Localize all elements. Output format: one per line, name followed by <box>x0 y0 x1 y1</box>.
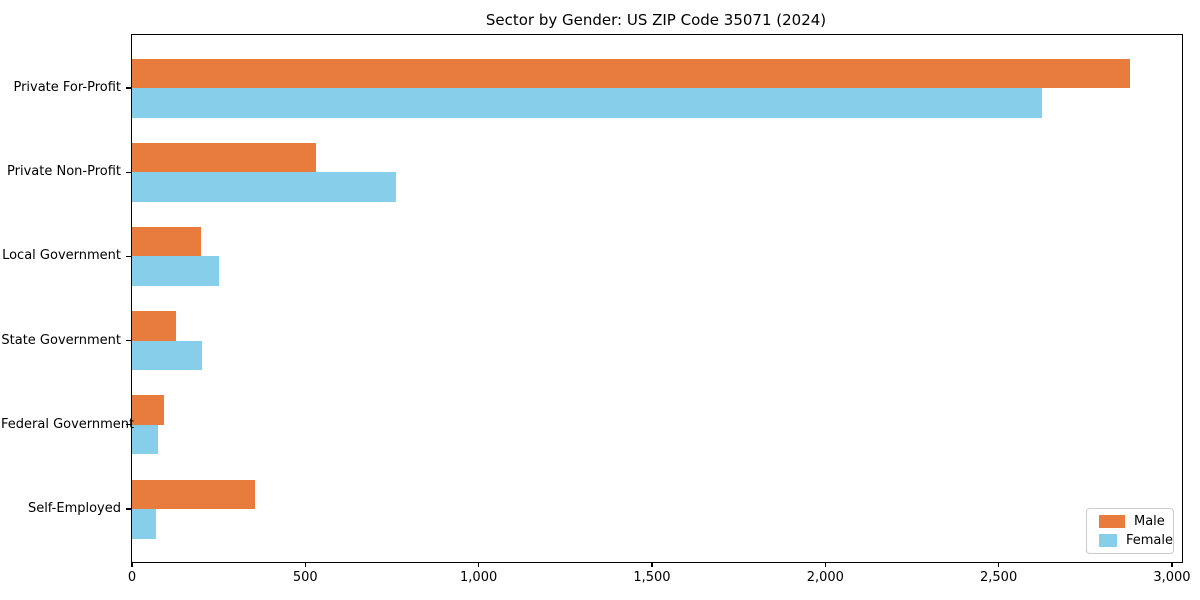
category-label-2: Local Government <box>2 248 121 264</box>
x-tick-0 <box>131 562 133 567</box>
category-label-1: Private Non-Profit <box>7 164 121 180</box>
legend-label-female: Female <box>1125 532 1173 548</box>
y-tick-4 <box>126 424 132 426</box>
legend-item-male: Male <box>1099 513 1173 529</box>
x-tick-3 <box>651 562 653 567</box>
category-label-4: Federal Government <box>1 416 135 432</box>
bar-male-2 <box>132 226 202 257</box>
bar-female-2 <box>132 256 220 286</box>
female-color-swatch <box>1099 534 1117 547</box>
x-tick-5 <box>998 562 1000 567</box>
y-tick-3 <box>126 340 132 342</box>
bar-male-1 <box>132 142 316 173</box>
bar-female-1 <box>132 172 396 202</box>
bar-female-5 <box>132 509 157 539</box>
bar-male-3 <box>132 311 176 341</box>
y-tick-1 <box>126 171 132 173</box>
y-tick-0 <box>126 87 132 89</box>
legend-label-male: Male <box>1134 513 1165 529</box>
x-tick-label-3: 1,500 <box>633 570 671 585</box>
x-tick-6 <box>1171 562 1173 567</box>
x-tick-label-6: 3,000 <box>1153 570 1191 585</box>
bar-female-0 <box>132 88 1042 118</box>
plot-area: Male Female Private For-Profit Private No… <box>1 34 1191 585</box>
category-label-5: Self-Employed <box>27 501 121 516</box>
bar-female-4 <box>132 424 158 455</box>
bar-female-3 <box>132 340 202 371</box>
y-tick-2 <box>126 255 132 257</box>
x-tick-label-2: 1,000 <box>460 570 498 585</box>
chart-title: Sector by Gender: US ZIP Code 35071 (202… <box>485 11 827 29</box>
category-label-0: Private For-Profit <box>13 80 121 95</box>
legend-item-female: Female <box>1099 532 1173 548</box>
x-tick-label-0: 0 <box>127 570 137 585</box>
x-tick-label-4: 2,000 <box>806 570 844 585</box>
y-tick-5 <box>126 508 132 510</box>
legend: Male Female <box>1086 508 1174 554</box>
x-tick-4 <box>824 562 826 567</box>
x-tick-1 <box>304 562 306 567</box>
category-label-3: State Government <box>1 332 121 348</box>
bar-male-4 <box>132 395 164 425</box>
bar-male-5 <box>132 479 255 509</box>
x-tick-2 <box>478 562 480 567</box>
male-color-swatch <box>1099 515 1125 528</box>
x-tick-label-5: 2,500 <box>980 570 1018 585</box>
x-tick-label-1: 500 <box>292 570 318 585</box>
bar-male-0 <box>132 58 1131 88</box>
